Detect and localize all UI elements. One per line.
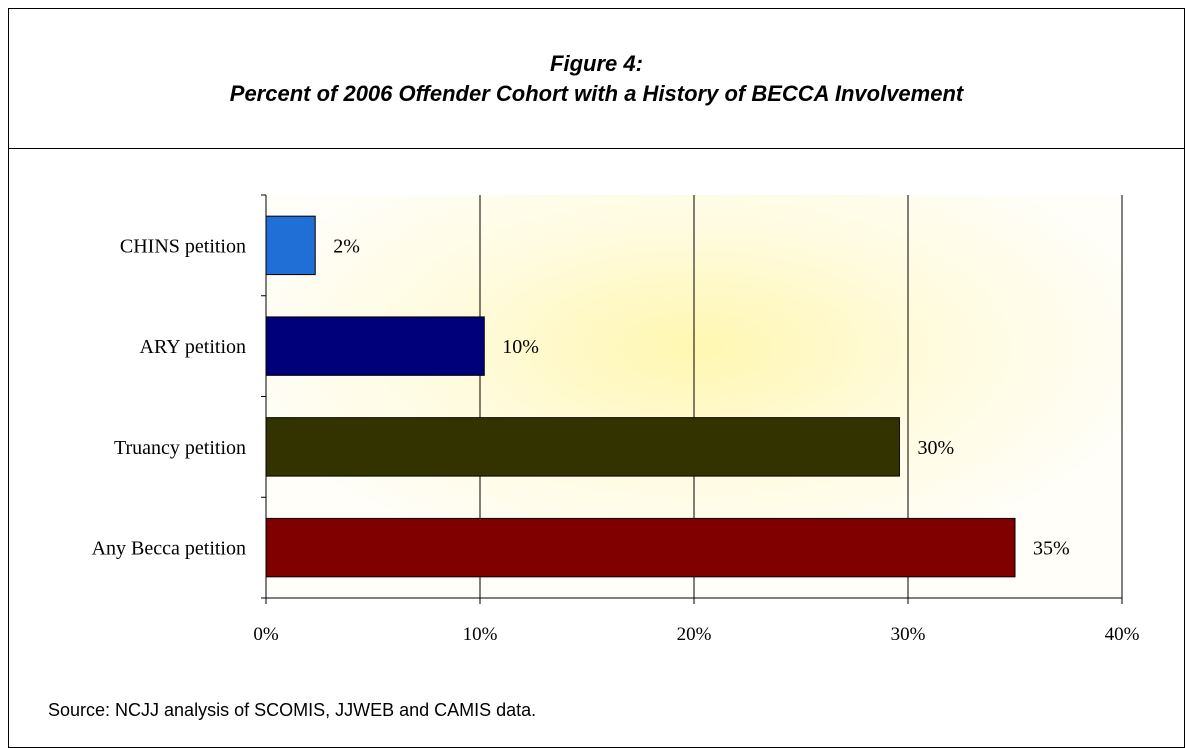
bar: [265, 417, 900, 477]
figure-number: Figure 4:: [550, 51, 643, 76]
data-label: 10%: [502, 336, 539, 358]
category-label: Any Becca petition: [92, 538, 246, 560]
data-label: 30%: [917, 437, 954, 459]
bar: [265, 517, 1016, 578]
bar: [265, 316, 485, 376]
category-label: CHINS petition: [120, 235, 246, 257]
x-tick-label: 40%: [1105, 624, 1140, 645]
figure-title: Percent of 2006 Offender Cohort with a H…: [229, 81, 964, 106]
x-tick-label: 10%: [463, 624, 498, 645]
x-tick-label: 0%: [253, 624, 279, 645]
data-label: 35%: [1033, 538, 1070, 560]
title-box: Figure 4: Percent of 2006 Offender Cohor…: [9, 9, 1184, 149]
bar: [265, 215, 316, 276]
category-label: ARY petition: [140, 336, 246, 358]
x-tick-label: 20%: [677, 624, 712, 645]
data-label: 2%: [333, 235, 360, 257]
category-label: Truancy petition: [114, 437, 246, 459]
source-note: Source: NCJJ analysis of SCOMIS, JJWEB a…: [48, 700, 537, 720]
x-tick-label: 30%: [891, 624, 926, 645]
